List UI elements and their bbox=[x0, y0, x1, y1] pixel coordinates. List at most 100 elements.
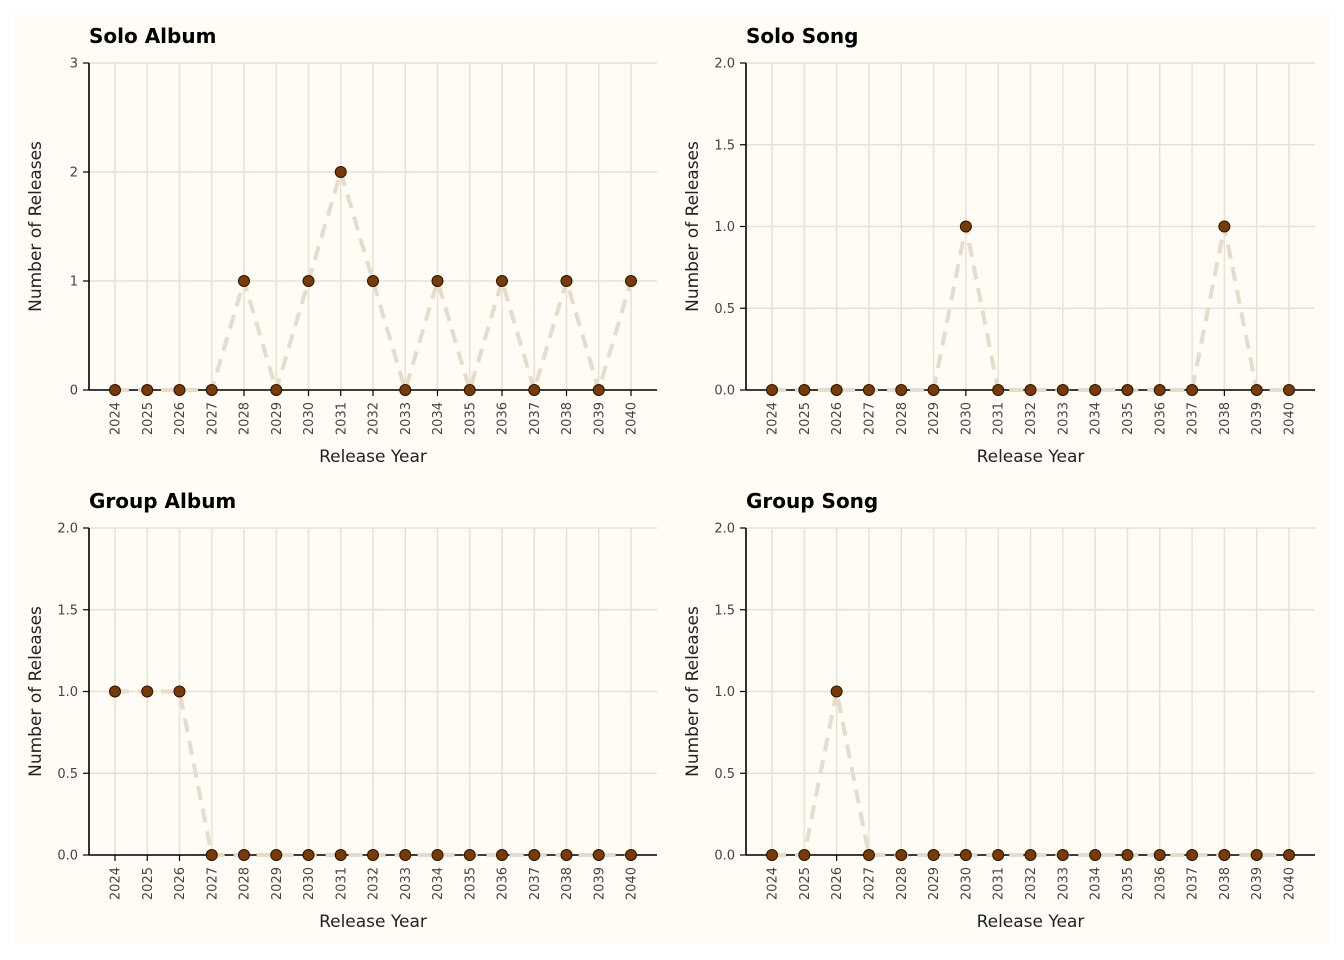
data-point bbox=[528, 384, 541, 396]
chart-panel-2: 0.0 0.5 1.0 1.5 2.0 2024 2025 2026 2027 2028 2029 2… bbox=[683, 24, 1315, 467]
data-point bbox=[109, 685, 121, 698]
chart-title: Group Song bbox=[746, 489, 878, 513]
x-tick-label: 2037 bbox=[1186, 867, 1201, 900]
x-tick-label: 2038 bbox=[1218, 402, 1233, 435]
x-tick-label: 2027 bbox=[205, 867, 220, 900]
y-axis-label: Number of Releases bbox=[26, 141, 46, 312]
x-tick-label: 2037 bbox=[528, 402, 543, 435]
chart-panel-1: 0 1 2 3 2024 2025 2026 2027 2028 2029 2030 2031 2032… bbox=[26, 24, 657, 467]
x-tick-label: 2037 bbox=[1186, 402, 1201, 435]
data-point bbox=[1089, 849, 1102, 861]
x-tick-label: 2027 bbox=[862, 867, 877, 900]
x-axis-label: Release Year bbox=[319, 447, 427, 467]
x-tick-label: 2026 bbox=[830, 402, 845, 435]
data-point bbox=[431, 275, 444, 287]
data-point bbox=[367, 849, 379, 861]
x-tick-label: 2040 bbox=[1283, 867, 1298, 900]
data-point bbox=[959, 849, 972, 861]
data-point bbox=[1153, 384, 1166, 396]
x-tick-label: 2031 bbox=[992, 867, 1007, 900]
data-point bbox=[1056, 384, 1069, 396]
x-tick-label: 2032 bbox=[1024, 402, 1039, 435]
x-tick-label: 2036 bbox=[1153, 402, 1168, 435]
data-point bbox=[992, 849, 1005, 861]
x-tick-label: 2026 bbox=[173, 867, 188, 900]
x-tick-label: 2036 bbox=[496, 402, 511, 435]
y-tick-label: 0.5 bbox=[714, 302, 735, 317]
x-tick-label: 2025 bbox=[141, 867, 156, 900]
data-point bbox=[431, 849, 444, 861]
x-tick-label: 2032 bbox=[367, 867, 382, 900]
y-axis-label: Number of Releases bbox=[683, 606, 703, 777]
data-point bbox=[895, 849, 908, 861]
x-tick-label: 2040 bbox=[1283, 402, 1298, 435]
data-point bbox=[592, 384, 605, 396]
x-tick-label: 2033 bbox=[399, 867, 414, 900]
data-point bbox=[1024, 849, 1037, 861]
chart-panel-3: 0.0 0.5 1.0 1.5 2.0 2024 2025 2026 2027 2028 2029 2… bbox=[26, 489, 657, 932]
x-tick-label: 2034 bbox=[1089, 402, 1104, 435]
y-tick-label: 2.0 bbox=[57, 522, 78, 537]
x-axis-label: Release Year bbox=[319, 912, 427, 932]
x-tick-label: 2037 bbox=[528, 867, 543, 900]
x-tick-label: 2030 bbox=[302, 402, 317, 435]
data-point bbox=[1283, 849, 1295, 861]
x-tick-label: 2028 bbox=[895, 867, 910, 900]
data-point bbox=[1250, 384, 1263, 396]
x-tick-label: 2035 bbox=[1121, 402, 1136, 435]
y-tick-label: 2.0 bbox=[714, 522, 735, 537]
x-tick-label: 2035 bbox=[1121, 867, 1136, 900]
data-point bbox=[927, 849, 940, 861]
x-tick-label: 2028 bbox=[238, 867, 253, 900]
y-tick-label: 1.5 bbox=[714, 603, 735, 618]
x-tick-label: 2029 bbox=[270, 402, 285, 435]
x-tick-label: 2026 bbox=[830, 867, 845, 900]
x-tick-label: 2033 bbox=[1056, 867, 1071, 900]
chart-title: Solo Song bbox=[746, 24, 858, 48]
y-tick-label: 1.0 bbox=[714, 220, 735, 235]
y-tick-label: 3 bbox=[70, 57, 78, 72]
data-point bbox=[798, 384, 811, 396]
y-tick-label: 0.0 bbox=[714, 384, 735, 399]
x-tick-label: 2038 bbox=[1218, 867, 1233, 900]
data-point bbox=[992, 384, 1005, 396]
x-tick-label: 2025 bbox=[141, 402, 156, 435]
x-tick-label: 2036 bbox=[496, 867, 511, 900]
y-tick-label: 0.0 bbox=[714, 849, 735, 864]
y-axis-label: Number of Releases bbox=[683, 141, 703, 312]
data-point bbox=[302, 275, 315, 287]
x-tick-label: 2024 bbox=[109, 402, 124, 435]
x-tick-label: 2032 bbox=[1024, 867, 1039, 900]
data-point bbox=[1186, 849, 1199, 861]
x-tick-label: 2040 bbox=[625, 402, 640, 435]
data-point bbox=[463, 384, 476, 396]
figure-background bbox=[14, 14, 1330, 944]
data-point bbox=[270, 384, 283, 396]
x-tick-label: 2039 bbox=[592, 867, 607, 900]
y-tick-label: 1 bbox=[70, 275, 78, 290]
x-axis-label: Release Year bbox=[977, 447, 1085, 467]
x-tick-label: 2036 bbox=[1153, 867, 1168, 900]
y-tick-label: 1.0 bbox=[714, 685, 735, 700]
data-point bbox=[625, 849, 637, 861]
data-point bbox=[1218, 849, 1231, 861]
x-tick-label: 2032 bbox=[367, 402, 382, 435]
x-tick-label: 2024 bbox=[766, 402, 781, 435]
data-point bbox=[1250, 849, 1263, 861]
data-point bbox=[1186, 384, 1199, 396]
data-point bbox=[334, 849, 347, 861]
data-point bbox=[205, 384, 218, 396]
data-point bbox=[334, 166, 347, 178]
x-tick-label: 2025 bbox=[798, 867, 813, 900]
x-tick-label: 2035 bbox=[463, 402, 478, 435]
x-tick-label: 2038 bbox=[560, 402, 575, 435]
data-point bbox=[205, 849, 218, 861]
x-tick-label: 2031 bbox=[334, 402, 349, 435]
y-tick-label: 0.0 bbox=[57, 849, 78, 864]
series-line bbox=[772, 224, 1289, 392]
data-point bbox=[141, 685, 154, 698]
x-tick-label: 2033 bbox=[1056, 402, 1071, 435]
x-axis-label: Release Year bbox=[977, 912, 1085, 932]
x-tick-label: 2040 bbox=[625, 867, 640, 900]
data-point bbox=[927, 384, 940, 396]
